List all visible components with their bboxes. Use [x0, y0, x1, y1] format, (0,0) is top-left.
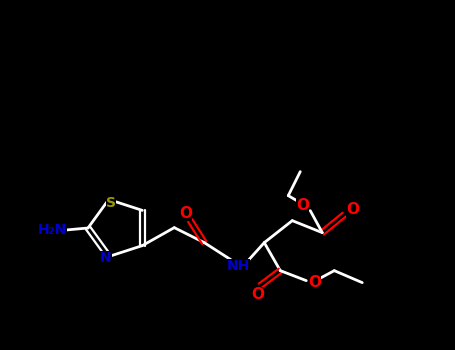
Text: O: O: [346, 202, 359, 217]
Text: O: O: [179, 206, 192, 221]
Text: H₂N: H₂N: [37, 223, 66, 237]
Text: S: S: [106, 196, 116, 210]
Text: NH: NH: [227, 259, 250, 273]
Text: O: O: [251, 287, 264, 302]
Text: O: O: [296, 198, 309, 213]
Text: N: N: [100, 251, 111, 265]
Text: O: O: [308, 275, 321, 290]
